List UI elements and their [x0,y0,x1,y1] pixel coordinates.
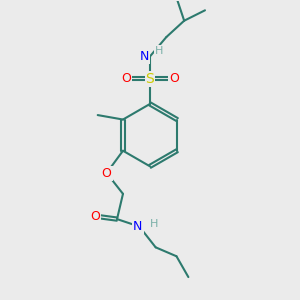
Text: H: H [155,46,164,56]
Text: O: O [102,167,112,179]
Text: S: S [146,72,154,86]
Text: O: O [169,72,179,85]
Text: O: O [121,72,131,85]
Text: H: H [149,219,158,229]
Text: N: N [140,50,149,63]
Text: O: O [90,210,100,223]
Text: N: N [133,220,142,233]
